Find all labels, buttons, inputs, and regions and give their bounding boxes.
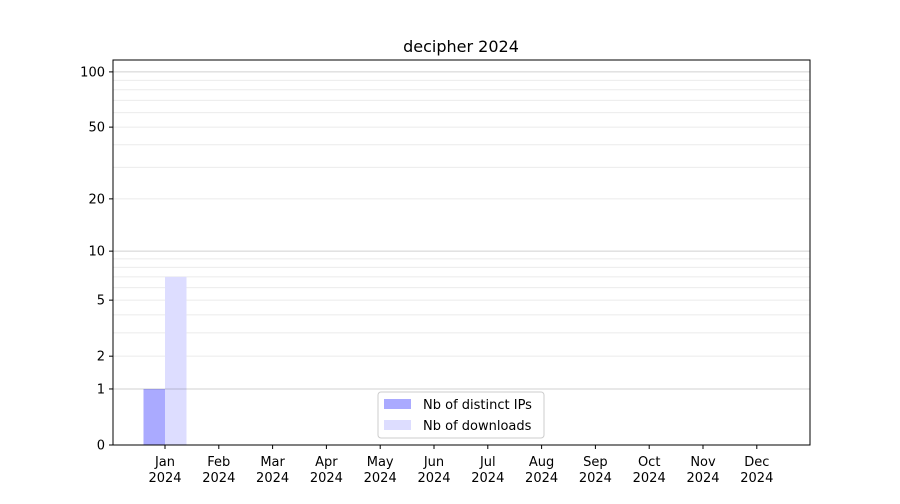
- y-tick-label: 5: [97, 294, 105, 309]
- y-tick-label: 20: [88, 192, 105, 207]
- legend-label: Nb of downloads: [423, 419, 532, 434]
- x-tick-label: Sep 2024: [579, 455, 612, 486]
- x-tick-label: Jul 2024: [471, 455, 504, 486]
- bar: [143, 388, 165, 445]
- x-tick-label: Jan 2024: [148, 455, 181, 486]
- y-tick-label: 100: [80, 65, 105, 80]
- y-tick-label: 50: [88, 121, 105, 136]
- y-tick-label: 0: [97, 439, 105, 454]
- x-tick-label: Apr 2024: [310, 455, 343, 486]
- bar: [165, 276, 187, 445]
- x-tick-label: Aug 2024: [525, 455, 558, 486]
- chart-title: decipher 2024: [403, 37, 519, 56]
- x-tick-label: Mar 2024: [256, 455, 289, 486]
- y-tick-label: 10: [88, 245, 105, 260]
- x-tick-label: Oct 2024: [633, 455, 666, 486]
- y-tick-label: 2: [97, 350, 105, 365]
- legend-swatch: [384, 399, 411, 409]
- legend-box: [377, 391, 545, 439]
- legend-label: Nb of distinct IPs: [423, 398, 532, 413]
- y-tick-label: 1: [97, 382, 105, 397]
- x-tick-label: Nov 2024: [686, 455, 719, 486]
- legend: Nb of distinct IPs Nb of downloads: [377, 391, 545, 439]
- plot-frame: [112, 59, 811, 446]
- legend-swatch: [384, 420, 411, 430]
- x-tick-label: Jun 2024: [417, 455, 450, 486]
- x-tick-label: May 2024: [364, 455, 397, 486]
- x-tick-label: Dec 2024: [740, 455, 773, 486]
- x-tick-label: Feb 2024: [202, 455, 235, 486]
